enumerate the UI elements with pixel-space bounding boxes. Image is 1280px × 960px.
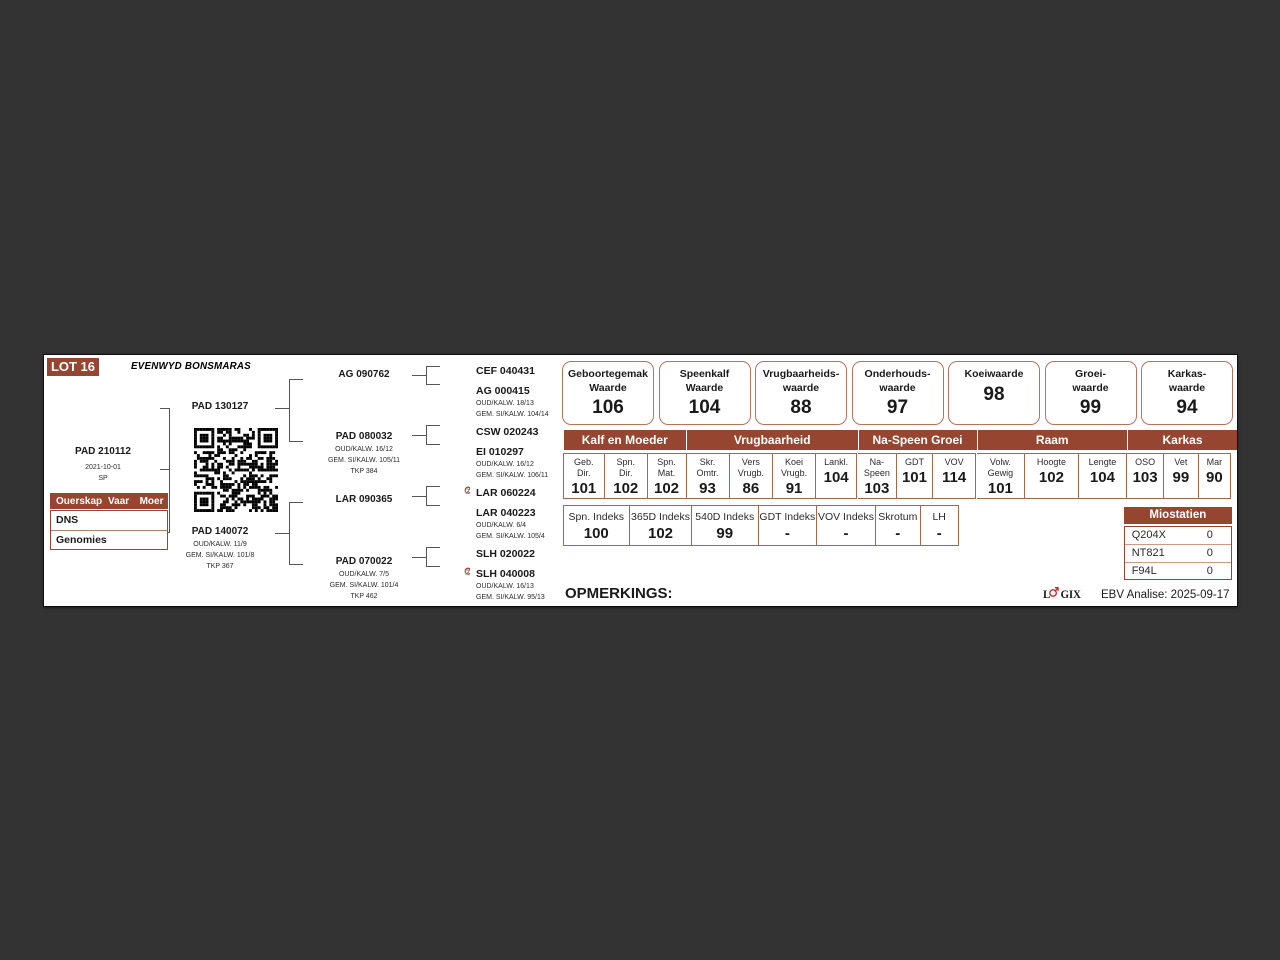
svg-text:L: L — [1043, 589, 1050, 601]
svg-text:GIX: GIX — [1060, 589, 1080, 601]
svg-text:T: T — [469, 573, 471, 576]
svg-text:T: T — [469, 492, 471, 495]
